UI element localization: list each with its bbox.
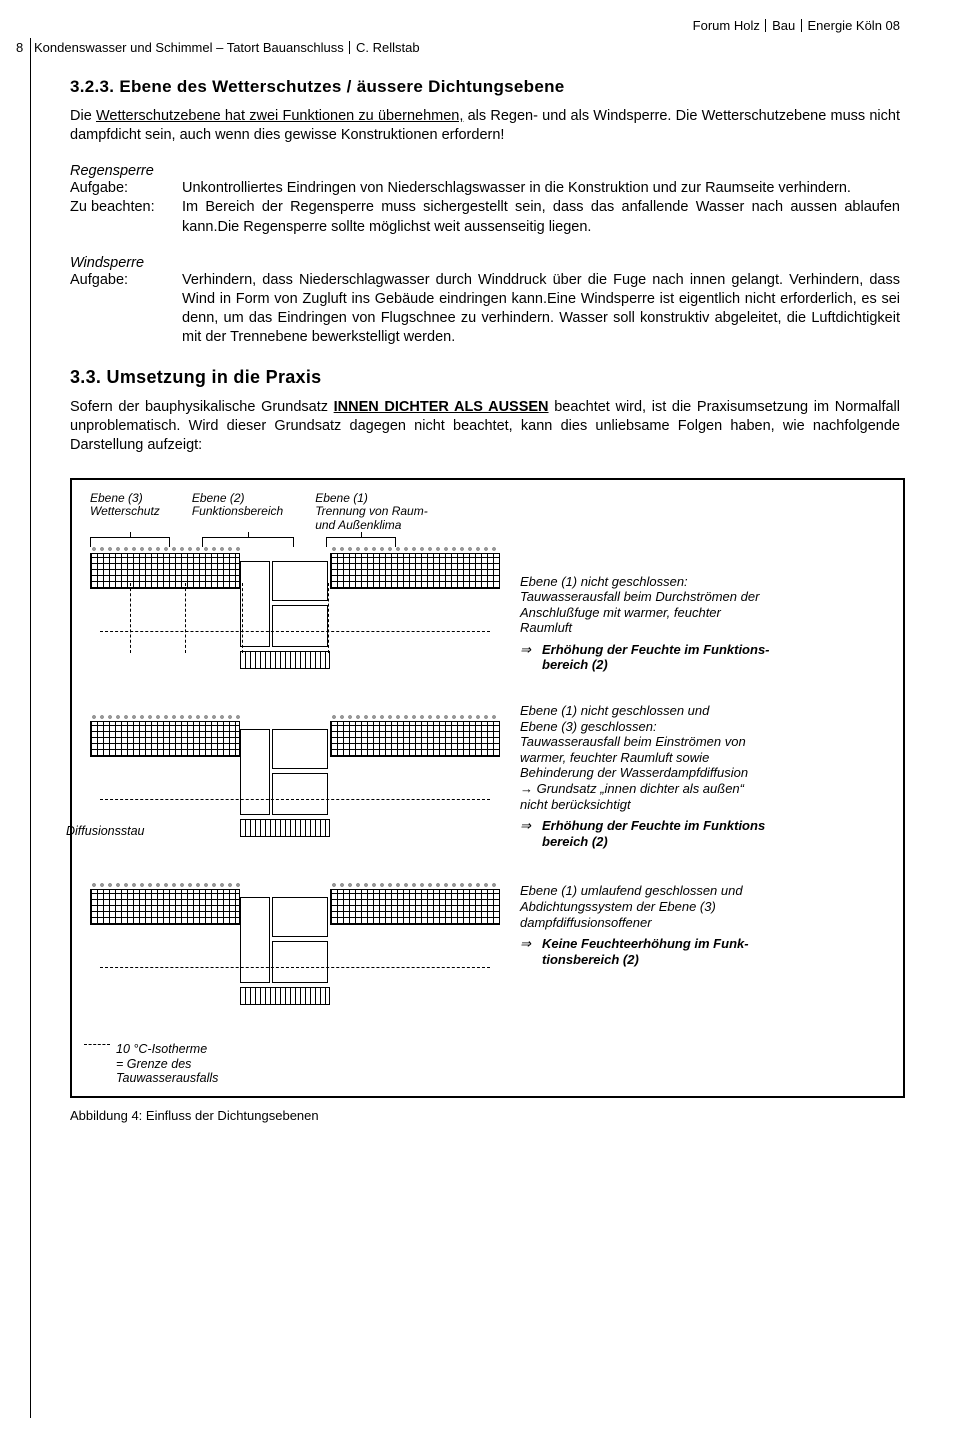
tl2b: Funktionsbereich [192, 505, 283, 519]
iso-1 [100, 631, 490, 632]
tl2a: Ebene (2) [192, 492, 283, 506]
figure-box: Ebene (3) Wetterschutz Ebene (2) Funktio… [70, 478, 905, 1098]
iso-legend: 10 °C-Isotherme = Grenze des Tauwasserau… [116, 1042, 218, 1085]
wind-aufgabe-body: Verhindern, dass Niederschlagwasser durc… [182, 271, 900, 348]
p33-a: Sofern der bauphysikalische Grundsatz [70, 399, 334, 415]
hdr-right-c: Energie Köln 08 [807, 18, 900, 33]
regen-aufgabe-row: Aufgabe: Unkontrolliertes Eindringen von… [70, 179, 900, 198]
tl3c: und Außenklima [315, 519, 428, 533]
case1-res: ⇒ Erhöhung der Feuchte im Funktions- ber… [520, 642, 885, 673]
regen-beachten-body: Im Bereich der Regensperre muss sicherge… [182, 198, 900, 236]
regen-beachten-row: Zu beachten: Im Bereich der Regensperre … [70, 198, 900, 236]
hdr-right-b: Bau [772, 18, 795, 33]
iso-2 [100, 799, 490, 800]
wall-inner-2 [330, 721, 500, 757]
hdr-right-a: Forum Holz [693, 18, 760, 33]
cross-section-2 [90, 721, 500, 871]
intro-u: Wetterschutzebene hat zwei Funktionen zu… [96, 108, 463, 124]
dash-v-1b [185, 583, 186, 653]
arrow-icon: ⇒ [520, 936, 542, 967]
p33-u: INNEN DICHTER ALS AUSSEN [334, 399, 549, 415]
case3-text: Ebene (1) umlaufend geschlossen und Abdi… [520, 883, 885, 930]
header-right: Forum Holz Bau Energie Köln 08 [693, 18, 900, 33]
header-left: Kondenswasser und Schimmel – Tatort Baua… [34, 40, 420, 55]
case3-res-text: Keine Feuchteerhöhung im Funk- tionsbere… [542, 936, 885, 967]
content: 3.2.3. Ebene des Wetterschutzes / äusser… [70, 77, 900, 1123]
arrow-icon: ⇒ [520, 818, 542, 849]
insul-2 [240, 819, 330, 837]
spacer [520, 492, 885, 562]
tl1a: Ebene (3) [90, 492, 160, 506]
tl3a: Ebene (1) [315, 492, 428, 506]
case2-res: ⇒ Erhöhung der Feuchte im Funktions bere… [520, 818, 885, 849]
arrow-icon: ⇒ [520, 642, 542, 673]
case-1: Ebene (1) nicht geschlossen: Tauwasserau… [520, 574, 885, 674]
wall-outer-2 [90, 721, 240, 757]
frame-3 [240, 897, 330, 985]
diffusion-label: Diffusionsstau [66, 824, 145, 838]
case3-res: ⇒ Keine Feuchteerhöhung im Funk- tionsbe… [520, 936, 885, 967]
regensperre-block: Regensperre Aufgabe: Unkontrolliertes Ei… [70, 163, 900, 236]
heading-33: 3.3. Umsetzung in die Praxis [70, 367, 900, 388]
case2-res-text: Erhöhung der Feuchte im Funktions bereic… [542, 818, 885, 849]
page-number: 8 [16, 40, 23, 55]
iso-legend-b: = Grenze des [116, 1057, 218, 1071]
windsperre-title: Windsperre [70, 255, 900, 271]
para-intro: Die Wetterschutzebene hat zwei Funktione… [70, 107, 900, 145]
fig-left: Ebene (3) Wetterschutz Ebene (2) Funktio… [90, 492, 500, 1039]
para-33: Sofern der bauphysikalische Grundsatz IN… [70, 398, 900, 455]
fig-right: Ebene (1) nicht geschlossen: Tauwasserau… [500, 492, 885, 1039]
wall-outer-1 [90, 553, 240, 589]
case1-res-text: Erhöhung der Feuchte im Funktions- berei… [542, 642, 885, 673]
windsperre-block: Windsperre Aufgabe: Verhindern, dass Nie… [70, 255, 900, 348]
top-labels: Ebene (3) Wetterschutz Ebene (2) Funktio… [90, 492, 500, 533]
cross-section-3 [90, 889, 500, 1039]
iso-3 [100, 967, 490, 968]
fig-columns: Ebene (3) Wetterschutz Ebene (2) Funktio… [90, 492, 885, 1039]
iso-legend-a: 10 °C-Isotherme [116, 1042, 218, 1056]
case1-text: Ebene (1) nicht geschlossen: Tauwasserau… [520, 574, 885, 636]
wall-inner-3 [330, 889, 500, 925]
iso-legend-c: Tauwasserausfalls [116, 1071, 218, 1085]
top-label-2: Ebene (2) Funktionsbereich [192, 492, 283, 533]
wall-inner-1 [330, 553, 500, 589]
figure-caption: Abbildung 4: Einfluss der Dichtungsebene… [70, 1108, 900, 1123]
top-label-1: Ebene (3) Wetterschutz [90, 492, 160, 533]
top-label-3: Ebene (1) Trennung von Raum- und Außenkl… [315, 492, 428, 533]
insul-3 [240, 987, 330, 1005]
regen-beachten-label: Zu beachten: [70, 198, 182, 236]
hdr-sep-3 [349, 41, 350, 54]
dash-v-1c [242, 583, 243, 653]
regen-aufgabe-body: Unkontrolliertes Eindringen von Niedersc… [182, 179, 900, 198]
wind-aufgabe-row: Aufgabe: Verhindern, dass Niederschlagwa… [70, 271, 900, 348]
heading-323: 3.2.3. Ebene des Wetterschutzes / äusser… [70, 77, 900, 97]
wall-outer-3 [90, 889, 240, 925]
hdr-left-a: Kondenswasser und Schimmel – Tatort Baua… [34, 40, 344, 55]
hdr-sep-2 [801, 19, 802, 32]
case2-text: Ebene (1) nicht geschlossen und Ebene (3… [520, 703, 885, 812]
cross-section-1 [90, 553, 500, 703]
dash-v-1d [328, 583, 329, 653]
page: Forum Holz Bau Energie Köln 08 8 Kondens… [0, 0, 960, 1436]
insul-1 [240, 651, 330, 669]
hdr-sep-1 [765, 19, 766, 32]
tl3b: Trennung von Raum- [315, 505, 428, 519]
case-2: Ebene (1) nicht geschlossen und Ebene (3… [520, 703, 885, 849]
frame-1 [240, 561, 330, 649]
regen-aufgabe-label: Aufgabe: [70, 179, 182, 198]
hdr-left-b: C. Rellstab [356, 40, 420, 55]
frame-2 [240, 729, 330, 817]
intro-a: Die [70, 108, 96, 124]
case-3: Ebene (1) umlaufend geschlossen und Abdi… [520, 883, 885, 967]
tl1b: Wetterschutz [90, 505, 160, 519]
regensperre-title: Regensperre [70, 163, 900, 179]
wind-aufgabe-label: Aufgabe: [70, 271, 182, 348]
left-rule [30, 38, 31, 1418]
dash-v-1a [130, 583, 131, 653]
